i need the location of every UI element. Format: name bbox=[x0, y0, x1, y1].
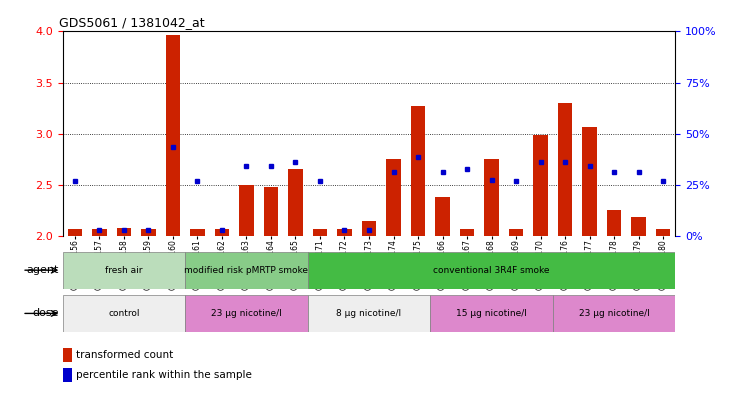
Bar bbox=[308, 252, 675, 289]
Bar bbox=[263, 187, 278, 236]
Bar bbox=[165, 35, 180, 236]
Bar bbox=[582, 127, 597, 236]
Bar bbox=[607, 210, 621, 236]
Bar bbox=[190, 229, 205, 236]
Bar bbox=[484, 159, 499, 236]
Text: 15 μg nicotine/l: 15 μg nicotine/l bbox=[456, 309, 527, 318]
Bar bbox=[215, 229, 230, 236]
Bar bbox=[63, 252, 185, 289]
Bar bbox=[185, 252, 308, 289]
Bar bbox=[63, 295, 185, 332]
Bar bbox=[63, 368, 72, 382]
Bar bbox=[460, 229, 475, 236]
Bar bbox=[508, 229, 523, 236]
Bar bbox=[533, 135, 548, 236]
Bar bbox=[558, 103, 573, 236]
Text: fresh air: fresh air bbox=[106, 266, 142, 275]
Bar bbox=[141, 229, 156, 236]
Bar bbox=[68, 229, 83, 236]
Bar bbox=[239, 185, 254, 236]
Bar bbox=[185, 295, 308, 332]
Text: percentile rank within the sample: percentile rank within the sample bbox=[76, 370, 252, 380]
Text: 8 μg nicotine/l: 8 μg nicotine/l bbox=[337, 309, 401, 318]
Bar bbox=[288, 169, 303, 236]
Bar bbox=[435, 197, 450, 236]
Bar bbox=[63, 347, 72, 362]
Bar bbox=[553, 295, 675, 332]
Text: modified risk pMRTP smoke: modified risk pMRTP smoke bbox=[184, 266, 308, 275]
Text: dose: dose bbox=[32, 309, 59, 318]
Bar bbox=[386, 159, 401, 236]
Text: 23 μg nicotine/l: 23 μg nicotine/l bbox=[579, 309, 649, 318]
Bar bbox=[313, 229, 328, 236]
Text: GDS5061 / 1381042_at: GDS5061 / 1381042_at bbox=[59, 16, 204, 29]
Text: control: control bbox=[108, 309, 139, 318]
Text: 23 μg nicotine/l: 23 μg nicotine/l bbox=[211, 309, 282, 318]
Bar bbox=[430, 295, 553, 332]
Bar bbox=[337, 229, 352, 236]
Bar bbox=[308, 295, 430, 332]
Bar bbox=[117, 228, 131, 236]
Bar bbox=[631, 217, 646, 236]
Bar bbox=[92, 229, 107, 236]
Bar bbox=[655, 229, 670, 236]
Bar bbox=[362, 222, 376, 236]
Text: agent: agent bbox=[27, 265, 59, 275]
Bar bbox=[410, 106, 425, 236]
Text: conventional 3R4F smoke: conventional 3R4F smoke bbox=[433, 266, 550, 275]
Text: transformed count: transformed count bbox=[76, 350, 173, 360]
